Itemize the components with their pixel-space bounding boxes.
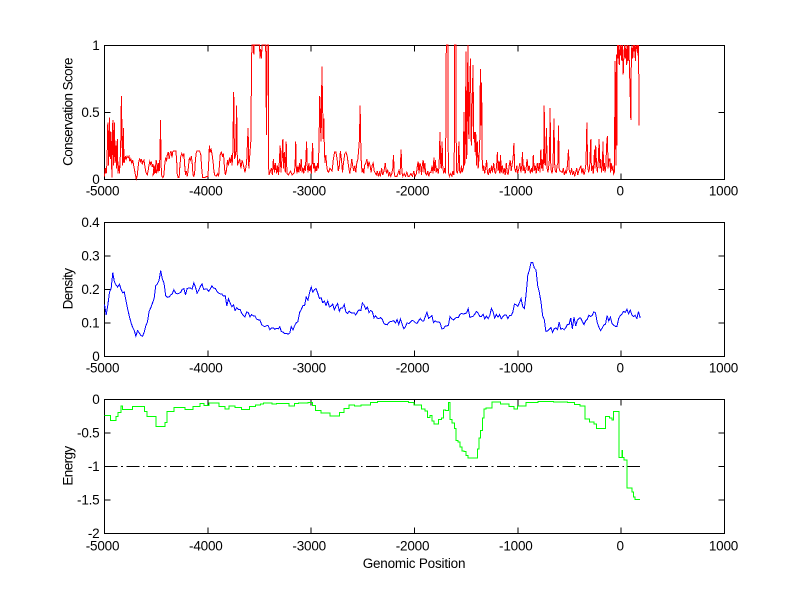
svg-text:Genomic Position: Genomic Position: [363, 556, 466, 571]
svg-text:0: 0: [617, 538, 624, 553]
svg-text:-2000: -2000: [396, 184, 430, 199]
svg-text:0: 0: [92, 349, 99, 364]
svg-text:Conservation Score: Conservation Score: [61, 58, 76, 166]
svg-text:-2000: -2000: [396, 538, 430, 553]
svg-text:1000: 1000: [709, 361, 738, 376]
svg-text:-3000: -3000: [292, 538, 326, 553]
svg-text:-5000: -5000: [86, 538, 120, 553]
svg-text:0.3: 0.3: [81, 249, 99, 264]
svg-text:-1.5: -1.5: [77, 493, 99, 508]
svg-text:-4000: -4000: [189, 361, 223, 376]
svg-text:0.4: 0.4: [81, 215, 100, 230]
svg-text:0.5: 0.5: [81, 105, 99, 120]
svg-text:Density: Density: [61, 268, 76, 310]
svg-text:-2: -2: [88, 526, 100, 541]
svg-text:0: 0: [617, 184, 624, 199]
svg-text:-4000: -4000: [189, 184, 223, 199]
svg-text:-3000: -3000: [292, 184, 326, 199]
svg-text:-1000: -1000: [499, 538, 533, 553]
svg-text:0.2: 0.2: [81, 282, 99, 297]
svg-text:1000: 1000: [709, 538, 738, 553]
svg-text:-5000: -5000: [86, 361, 120, 376]
svg-text:0.1: 0.1: [81, 316, 99, 331]
svg-text:0: 0: [92, 392, 99, 407]
svg-text:-1000: -1000: [499, 184, 533, 199]
svg-text:0: 0: [92, 172, 99, 187]
svg-text:-2000: -2000: [396, 361, 430, 376]
svg-text:Energy: Energy: [61, 446, 76, 486]
svg-text:1000: 1000: [709, 184, 738, 199]
svg-text:1: 1: [92, 38, 99, 53]
svg-text:-1000: -1000: [499, 361, 533, 376]
svg-text:-4000: -4000: [189, 538, 223, 553]
svg-text:-1: -1: [88, 459, 100, 474]
svg-text:-5000: -5000: [86, 184, 120, 199]
svg-text:-3000: -3000: [292, 361, 326, 376]
svg-text:0: 0: [617, 361, 624, 376]
svg-text:-0.5: -0.5: [77, 426, 99, 441]
